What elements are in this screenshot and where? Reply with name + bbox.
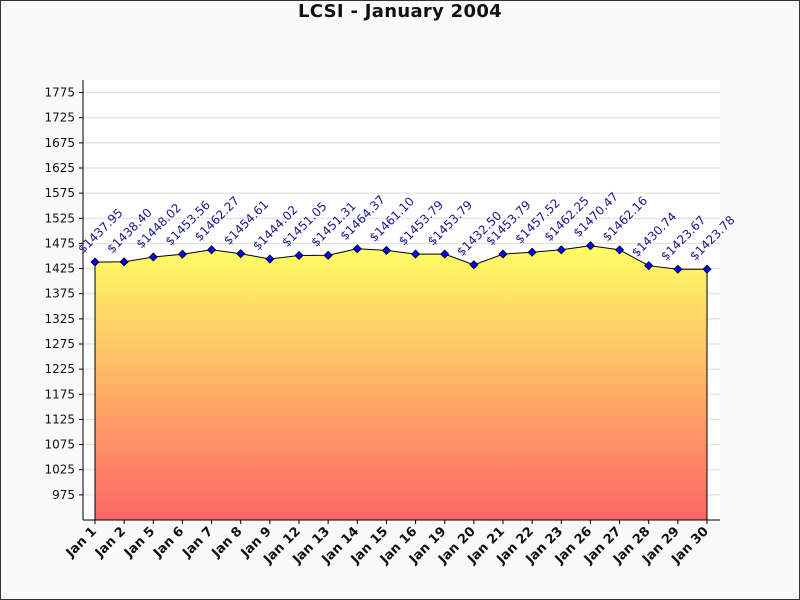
data-point bbox=[440, 249, 450, 259]
data-point bbox=[236, 249, 246, 259]
data-point bbox=[673, 264, 683, 274]
data-point bbox=[119, 257, 129, 267]
data-point bbox=[498, 249, 508, 259]
data-point bbox=[556, 245, 566, 255]
data-point bbox=[527, 247, 537, 257]
x-tick-label: Jan 5 bbox=[121, 524, 158, 561]
y-tick-label: 975 bbox=[52, 488, 75, 502]
data-point bbox=[702, 264, 712, 274]
y-tick-label: 1675 bbox=[44, 136, 75, 150]
area-fill bbox=[95, 245, 707, 520]
y-tick-label: 1375 bbox=[44, 287, 75, 301]
data-point bbox=[644, 261, 654, 271]
y-tick-label: 1325 bbox=[44, 312, 75, 326]
data-point bbox=[615, 245, 625, 255]
data-point bbox=[411, 249, 421, 259]
x-tick-label: Jan 1 bbox=[63, 524, 100, 561]
y-tick-label: 1725 bbox=[44, 111, 75, 125]
y-tick-label: 1175 bbox=[44, 387, 75, 401]
data-point bbox=[585, 241, 595, 251]
data-point bbox=[323, 250, 333, 260]
y-tick-label: 1425 bbox=[44, 262, 75, 276]
x-tick-label: Jan 6 bbox=[150, 524, 187, 561]
data-point bbox=[90, 257, 100, 267]
y-tick-label: 1225 bbox=[44, 362, 75, 376]
data-point bbox=[177, 249, 187, 259]
data-point bbox=[469, 260, 479, 270]
x-tick-label: Jan 7 bbox=[179, 524, 216, 561]
data-point bbox=[352, 244, 362, 254]
data-point bbox=[381, 245, 391, 255]
y-tick-label: 1125 bbox=[44, 412, 75, 426]
x-tick-label: Jan 2 bbox=[92, 524, 129, 561]
y-tick-label: 1075 bbox=[44, 438, 75, 452]
data-point bbox=[294, 250, 304, 261]
series-line bbox=[94, 245, 707, 270]
chart-title: LCSI - January 2004 bbox=[298, 1, 502, 22]
y-tick-label: 1775 bbox=[44, 86, 75, 100]
y-tick-label: 1625 bbox=[44, 161, 75, 175]
data-point bbox=[148, 252, 158, 262]
y-tick-label: 1475 bbox=[44, 236, 75, 250]
y-tick-label: 1025 bbox=[44, 463, 75, 477]
y-tick-label: 1575 bbox=[44, 186, 75, 200]
x-tick-label: Jan 8 bbox=[208, 524, 245, 561]
data-point bbox=[265, 254, 275, 264]
y-tick-label: 1275 bbox=[44, 337, 75, 351]
data-point bbox=[207, 245, 217, 255]
y-tick-label: 1525 bbox=[44, 211, 75, 225]
